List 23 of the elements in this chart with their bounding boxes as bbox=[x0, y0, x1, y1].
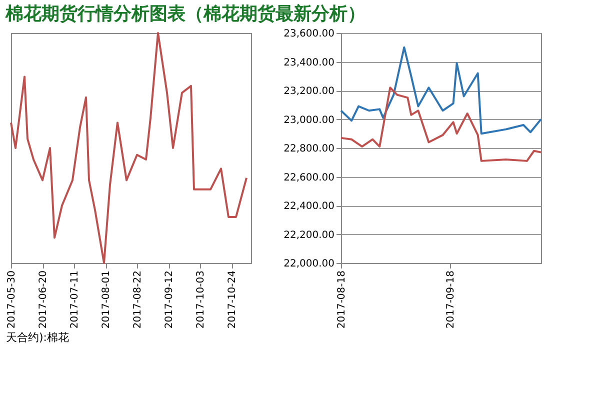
x-tick-label: 2017-08-22 bbox=[132, 270, 144, 329]
text: 天合约):棉花 bbox=[6, 331, 69, 344]
y-tick-label: 22,800.00 bbox=[284, 144, 334, 154]
x-tick-label: 2017-08-18 bbox=[336, 270, 348, 329]
y-tick-label: 22,200.00 bbox=[284, 230, 334, 241]
chart-title: 棉花期货行情分析图表（棉花期货最新分析） bbox=[4, 4, 366, 24]
x-tick-label: 2017-05-30 bbox=[6, 270, 18, 329]
y-tick-label: 23,400.00 bbox=[284, 57, 334, 68]
y-tick-label: 22,000.00 bbox=[284, 258, 334, 270]
x-tick-label: 2017-07-11 bbox=[70, 270, 80, 329]
x-tick-label: 2017-09-12 bbox=[164, 270, 175, 329]
line-series bbox=[340, 46, 542, 135]
x-tick-label: 2017-10-03 bbox=[196, 270, 206, 329]
x-tick-label: 2017-08-01 bbox=[101, 270, 112, 329]
line-series bbox=[340, 86, 542, 162]
y-tick-label: 23,200.00 bbox=[284, 86, 334, 97]
y-tick-label: 23,000.00 bbox=[284, 114, 334, 126]
y-tick-label: 23,600.00 bbox=[284, 28, 334, 40]
y-tick-label: 22,400.00 bbox=[284, 201, 334, 212]
x-tick-label: 2017-10-24 bbox=[227, 270, 238, 329]
y-tick-label: 22,600.00 bbox=[284, 172, 334, 184]
x-tick-label: 2017-06-20 bbox=[38, 270, 49, 329]
x-tick-label: 2017-09-18 bbox=[445, 270, 456, 329]
